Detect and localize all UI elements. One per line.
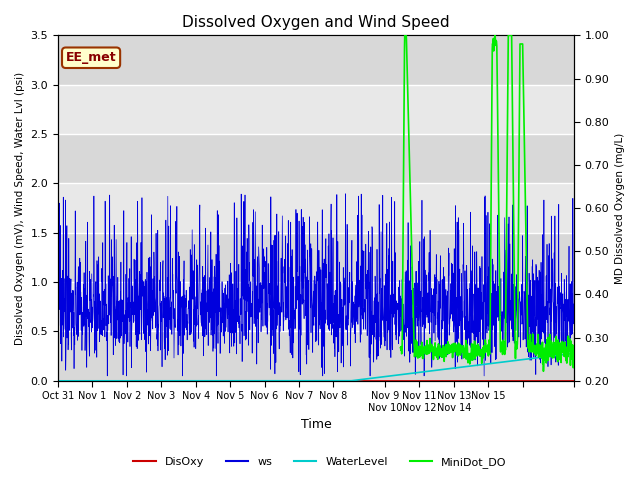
ws — [342, 319, 350, 324]
DisOxy — [54, 378, 62, 384]
Bar — [58, 84, 574, 134]
ws — [342, 191, 349, 197]
WaterLevel — [331, 378, 339, 384]
WaterLevel — [198, 378, 206, 384]
ws — [198, 287, 206, 292]
Legend: DisOxy, ws, WaterLevel, MiniDot_DO: DisOxy, ws, WaterLevel, MiniDot_DO — [129, 452, 511, 472]
ws — [104, 373, 111, 379]
Text: EE_met: EE_met — [66, 51, 116, 64]
WaterLevel — [570, 350, 578, 356]
MiniDot_DO — [466, 361, 474, 367]
DisOxy — [331, 378, 339, 384]
DisOxy — [570, 378, 578, 384]
DisOxy — [198, 378, 206, 384]
Title: Dissolved Oxygen and Wind Speed: Dissolved Oxygen and Wind Speed — [182, 15, 450, 30]
Bar — [58, 36, 574, 84]
Line: MiniDot_DO: MiniDot_DO — [401, 36, 574, 371]
Bar — [58, 332, 574, 381]
WaterLevel — [466, 363, 474, 369]
Bar — [58, 134, 574, 183]
X-axis label: Time: Time — [301, 419, 332, 432]
Bar — [58, 183, 574, 233]
WaterLevel — [342, 378, 350, 384]
Line: WaterLevel: WaterLevel — [58, 353, 574, 381]
DisOxy — [466, 378, 474, 384]
Y-axis label: MD Dissolved Oxygen (mg/L): MD Dissolved Oxygen (mg/L) — [615, 132, 625, 284]
DisOxy — [525, 378, 532, 384]
ws — [540, 330, 547, 336]
Line: ws: ws — [58, 194, 574, 376]
ws — [570, 323, 578, 328]
Bar — [58, 282, 574, 332]
Y-axis label: Dissolved Oxygen (mV), Wind Speed, Water Lvl (psi): Dissolved Oxygen (mV), Wind Speed, Water… — [15, 72, 25, 345]
ws — [331, 354, 339, 360]
ws — [525, 270, 533, 276]
ws — [54, 266, 62, 272]
Bar — [58, 233, 574, 282]
WaterLevel — [525, 356, 532, 362]
MiniDot_DO — [570, 356, 578, 361]
ws — [467, 313, 474, 319]
MiniDot_DO — [525, 340, 532, 346]
WaterLevel — [539, 354, 547, 360]
DisOxy — [539, 378, 547, 384]
WaterLevel — [54, 378, 62, 384]
DisOxy — [342, 378, 350, 384]
MiniDot_DO — [539, 353, 547, 359]
